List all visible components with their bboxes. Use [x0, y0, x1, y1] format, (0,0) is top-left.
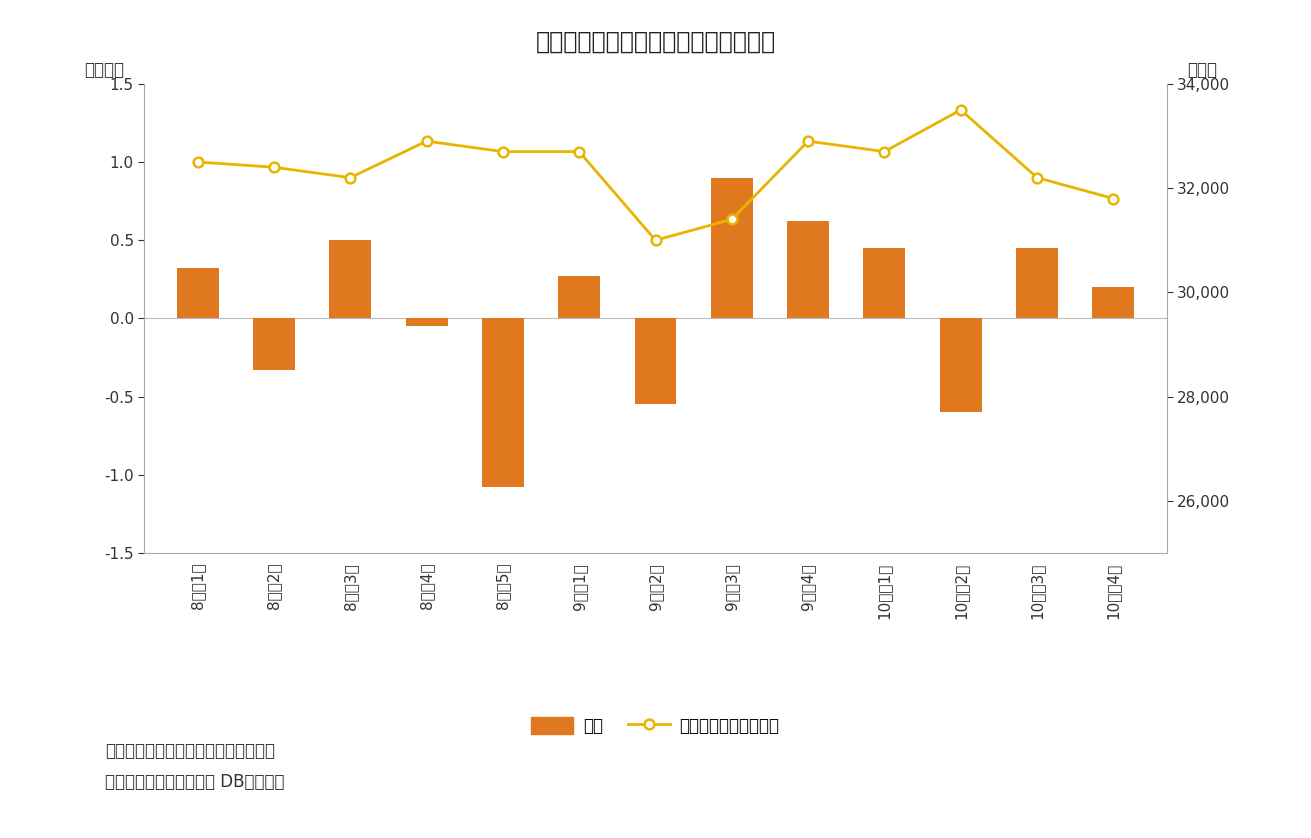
- Bar: [177, 268, 219, 318]
- Bar: [558, 277, 600, 318]
- Bar: [329, 241, 371, 318]
- Bar: [482, 318, 524, 488]
- Legend: 個人, 日経平均株価（右軸）: 個人, 日経平均株価（右軸）: [524, 711, 787, 742]
- Text: （円）: （円）: [1188, 61, 1217, 79]
- Text: （兆円）: （兆円）: [84, 61, 123, 79]
- Bar: [635, 318, 676, 405]
- Bar: [1092, 287, 1134, 318]
- Bar: [1016, 248, 1058, 318]
- Bar: [864, 248, 906, 318]
- Text: 図表３　個人は２カ月連続の買い越し: 図表３ 個人は２カ月連続の買い越し: [535, 29, 776, 54]
- Bar: [253, 318, 295, 370]
- Bar: [787, 221, 829, 318]
- Text: （注）個人の現物と先物の合計、週次: （注）個人の現物と先物の合計、週次: [105, 742, 275, 759]
- Bar: [405, 318, 447, 326]
- Bar: [711, 178, 753, 318]
- Bar: [940, 318, 982, 412]
- Text: （資料）ニッセイ基礎研 DBから作成: （資料）ニッセイ基礎研 DBから作成: [105, 773, 284, 791]
